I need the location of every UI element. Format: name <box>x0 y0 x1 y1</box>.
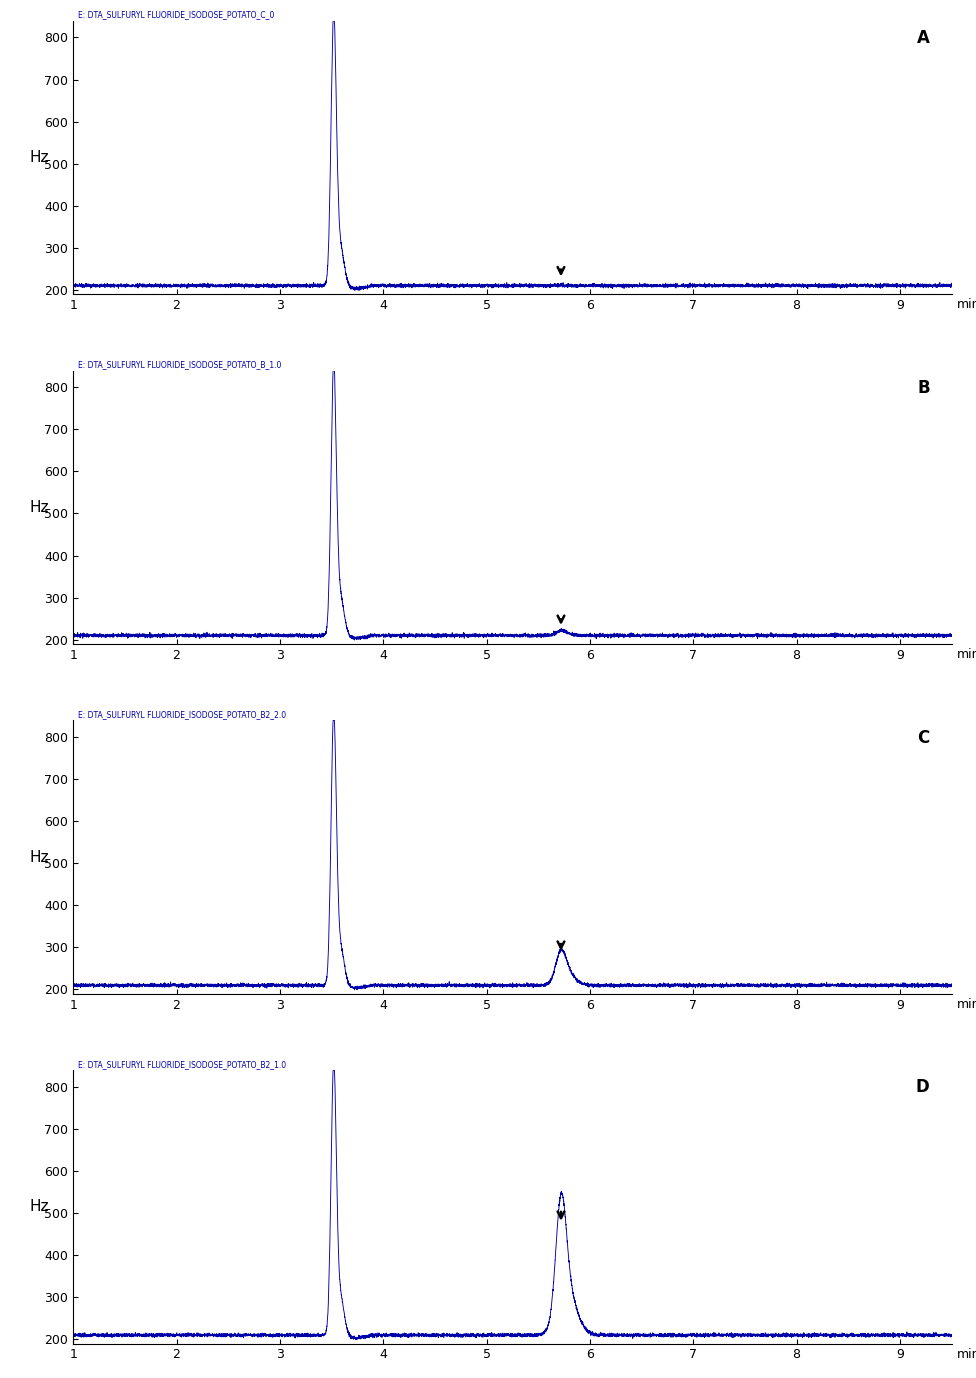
Text: E: DTA_SULFURYL FLUORIDE_ISODOSE_POTATO_C_0: E: DTA_SULFURYL FLUORIDE_ISODOSE_POTATO_… <box>78 10 274 19</box>
Y-axis label: Hz: Hz <box>29 1199 49 1214</box>
Text: E: DTA_SULFURYL FLUORIDE_ISODOSE_POTATO_B_1.0: E: DTA_SULFURYL FLUORIDE_ISODOSE_POTATO_… <box>78 360 281 369</box>
Text: min: min <box>956 298 976 311</box>
Text: min: min <box>956 648 976 661</box>
Text: D: D <box>915 1079 929 1097</box>
Text: E: DTA_SULFURYL FLUORIDE_ISODOSE_POTATO_B2_2.0: E: DTA_SULFURYL FLUORIDE_ISODOSE_POTATO_… <box>78 710 286 719</box>
Y-axis label: Hz: Hz <box>29 500 49 515</box>
Text: min: min <box>956 998 976 1011</box>
Text: C: C <box>917 729 929 747</box>
Text: min: min <box>956 1348 976 1360</box>
Text: B: B <box>917 379 929 397</box>
Text: A: A <box>916 29 929 47</box>
Y-axis label: Hz: Hz <box>29 150 49 165</box>
Y-axis label: Hz: Hz <box>29 849 49 864</box>
Text: E: DTA_SULFURYL FLUORIDE_ISODOSE_POTATO_B2_1.0: E: DTA_SULFURYL FLUORIDE_ISODOSE_POTATO_… <box>78 1060 286 1069</box>
